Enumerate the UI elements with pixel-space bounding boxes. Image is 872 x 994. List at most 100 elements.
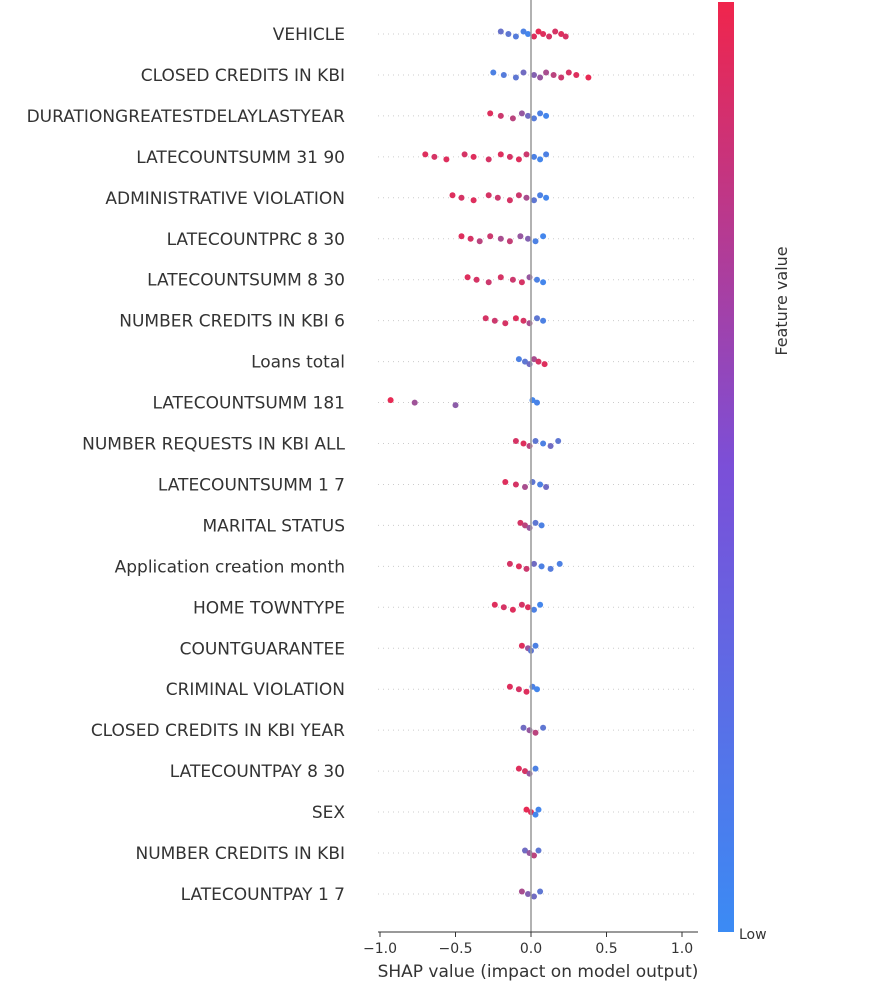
feature-label: MARITAL STATUS <box>203 516 345 536</box>
colorbar: Low Feature value <box>718 2 791 943</box>
x-tick-label: −0.5 <box>439 941 473 957</box>
shap-point <box>573 72 580 78</box>
shap-point <box>461 151 468 158</box>
shap-point <box>540 724 547 731</box>
shap-point <box>512 315 519 322</box>
shap-point <box>540 31 547 37</box>
shap-point <box>531 153 537 160</box>
shap-point <box>522 484 528 490</box>
shap-point <box>535 806 542 813</box>
shap-point <box>487 110 494 117</box>
feature-label: LATECOUNTSUMM 8 30 <box>147 271 345 291</box>
shap-point <box>487 233 494 240</box>
shap-point <box>537 110 544 117</box>
shap-point <box>537 888 544 895</box>
x-tick-label: 0.0 <box>520 941 542 957</box>
shap-point <box>506 560 513 567</box>
shap-point <box>522 358 528 365</box>
shap-point <box>535 28 542 35</box>
shap-point <box>540 233 547 240</box>
feature-label: LATECOUNTPAY 8 30 <box>170 762 345 782</box>
shap-point <box>500 72 507 78</box>
shap-point <box>525 235 531 242</box>
shap-point <box>550 72 557 78</box>
shap-point <box>531 606 537 613</box>
feature-label: VEHICLE <box>273 25 345 45</box>
shap-point <box>537 601 544 608</box>
shap-point <box>565 69 572 76</box>
shap-point <box>531 852 537 859</box>
shap-point <box>506 683 513 690</box>
shap-point <box>512 481 519 488</box>
shap-point <box>541 361 548 368</box>
feature-label: LATECOUNTPAY 1 7 <box>181 885 345 905</box>
shap-point <box>535 847 542 854</box>
colorbar-title: Feature value <box>772 246 791 355</box>
shap-point <box>485 192 492 199</box>
shap-point <box>485 279 492 286</box>
shap-point <box>497 235 504 242</box>
shap-point <box>518 888 525 895</box>
shap-point <box>518 601 525 608</box>
x-tick-label: −1.0 <box>363 941 397 957</box>
shap-point <box>556 560 563 567</box>
feature-label: LATECOUNTPRC 8 30 <box>167 230 345 250</box>
shap-point <box>534 686 540 693</box>
shap-point <box>520 28 527 35</box>
shap-point <box>562 33 569 40</box>
colorbar-low-label: Low <box>739 927 767 943</box>
shap-point <box>540 440 547 447</box>
shap-point <box>467 235 474 242</box>
shap-point <box>531 893 537 900</box>
shap-point <box>523 688 530 695</box>
shap-points <box>387 28 592 900</box>
shap-point <box>552 28 559 35</box>
shap-point <box>543 484 550 490</box>
shap-point <box>387 397 394 404</box>
feature-label: DURATIONGREATESTDELAYLASTYEAR <box>27 107 346 127</box>
shap-point <box>522 522 528 529</box>
x-tick-label: 1.0 <box>671 941 693 957</box>
shap-point <box>537 74 544 81</box>
shap-point <box>532 765 539 772</box>
shap-point <box>458 194 465 201</box>
shap-point <box>525 891 531 897</box>
shap-point <box>464 274 471 281</box>
shap-point <box>491 601 498 608</box>
feature-label: LATECOUNTSUMM 181 <box>152 394 345 414</box>
shap-point <box>543 69 550 76</box>
feature-label: CLOSED CREDITS IN KBI YEAR <box>91 721 345 741</box>
shap-point <box>485 156 492 163</box>
feature-label: LATECOUNTSUMM 1 7 <box>158 475 345 495</box>
shap-point <box>431 153 438 160</box>
shap-point <box>518 110 525 117</box>
shap-point <box>502 320 509 327</box>
shap-point <box>522 768 528 775</box>
shap-point <box>506 153 513 160</box>
shap-point <box>585 74 592 81</box>
shap-point <box>518 279 525 286</box>
shap-point <box>531 72 537 78</box>
shap-point <box>535 358 542 365</box>
shap-point <box>532 729 539 736</box>
shap-point <box>502 479 509 485</box>
feature-label: ADMINISTRATIVE VIOLATION <box>105 189 345 209</box>
shap-point <box>532 519 539 526</box>
shap-point <box>515 765 522 772</box>
shap-point <box>491 317 498 324</box>
shap-point <box>490 69 497 76</box>
shap-point <box>537 481 544 488</box>
shap-point <box>509 606 516 613</box>
shap-point <box>452 402 459 409</box>
shap-point <box>523 806 530 813</box>
shap-point <box>515 192 522 199</box>
shap-point <box>525 604 531 611</box>
shap-point <box>537 192 544 199</box>
shap-point <box>494 194 501 201</box>
shap-point <box>525 112 531 119</box>
shap-point <box>532 642 539 649</box>
feature-label: Loans total <box>251 353 345 373</box>
feature-rows: VEHICLE CLOSED CREDITS IN KBI DURATIONGREA… <box>27 25 698 905</box>
shap-point <box>470 197 477 204</box>
